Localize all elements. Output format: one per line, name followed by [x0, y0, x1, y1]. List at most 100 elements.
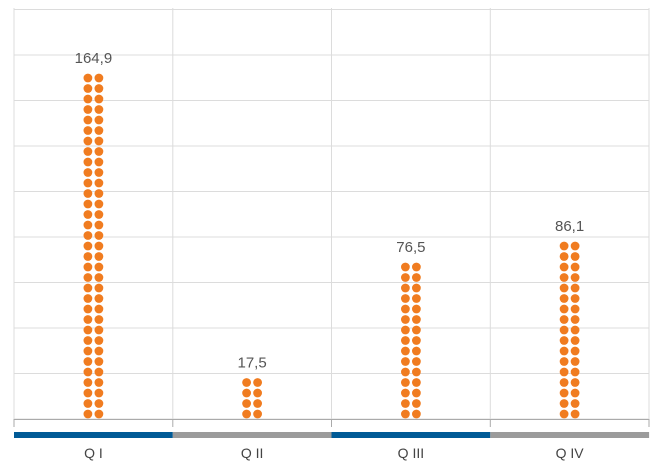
data-dot — [559, 399, 569, 408]
data-dot — [83, 231, 93, 240]
data-label: 164,9 — [75, 50, 113, 67]
data-dot — [253, 399, 262, 408]
data-dot — [412, 357, 421, 366]
data-dot — [559, 315, 569, 324]
category-band — [14, 432, 173, 438]
data-dot — [559, 294, 569, 303]
data-dot — [570, 294, 580, 303]
tick-label: Q III — [398, 445, 424, 461]
data-dot — [401, 273, 410, 282]
data-label: 17,5 — [237, 355, 266, 372]
data-dot — [242, 378, 252, 387]
data-dot — [83, 210, 93, 219]
category-band — [331, 432, 491, 438]
data-dot — [94, 252, 104, 261]
data-dot — [253, 409, 262, 419]
chart-grid — [13, 8, 650, 420]
data-dot — [94, 294, 104, 303]
data-dot — [559, 378, 569, 387]
data-dot — [570, 283, 580, 293]
data-label: 76,5 — [396, 239, 425, 256]
data-dot — [412, 409, 421, 419]
data-dot — [401, 262, 410, 272]
data-dot — [94, 357, 104, 366]
dot-column — [401, 262, 421, 419]
category-band — [490, 432, 650, 438]
data-dot — [83, 304, 93, 314]
data-dot — [83, 105, 93, 114]
data-dot — [94, 367, 104, 377]
data-dot — [570, 325, 580, 335]
data-dot — [94, 283, 104, 293]
data-dot — [83, 136, 93, 146]
data-dot — [401, 283, 410, 293]
data-dot — [94, 346, 104, 356]
data-dot — [401, 367, 410, 377]
data-dot — [570, 409, 580, 419]
data-dot — [412, 399, 421, 408]
data-dot — [94, 210, 104, 219]
data-dot — [83, 357, 93, 366]
data-dot — [83, 252, 93, 261]
data-dot — [412, 304, 421, 314]
data-dot — [83, 273, 93, 282]
data-dot — [94, 189, 104, 198]
data-dot — [401, 388, 410, 398]
data-dot — [559, 283, 569, 293]
data-dot — [570, 357, 580, 366]
data-dot — [94, 409, 104, 419]
data-dot — [242, 399, 252, 408]
data-dot — [83, 84, 93, 93]
data-dot — [94, 157, 104, 167]
data-label: 86,1 — [555, 218, 584, 235]
data-dot — [559, 388, 569, 398]
data-dot — [412, 283, 421, 293]
data-dot — [94, 325, 104, 335]
data-dot — [94, 220, 104, 230]
data-dot — [570, 336, 580, 345]
data-dot — [412, 388, 421, 398]
data-dot — [570, 241, 580, 251]
data-dot — [94, 73, 104, 83]
data-dot — [83, 388, 93, 398]
data-dot — [412, 378, 421, 387]
dot-column — [559, 241, 580, 419]
data-dot — [570, 388, 580, 398]
data-dot — [83, 241, 93, 251]
data-dot — [253, 388, 262, 398]
data-dot — [94, 399, 104, 408]
data-dot — [401, 378, 410, 387]
data-dot — [94, 273, 104, 282]
data-dot — [83, 378, 93, 387]
data-dot — [83, 325, 93, 335]
data-dot — [83, 346, 93, 356]
data-dot — [412, 273, 421, 282]
data-dot — [412, 325, 421, 335]
data-dot — [83, 399, 93, 408]
data-dot — [559, 304, 569, 314]
chart-bars — [83, 73, 580, 419]
dot-column — [83, 73, 104, 419]
data-dot — [401, 357, 410, 366]
data-dot — [83, 262, 93, 272]
data-dot — [83, 94, 93, 104]
data-dot — [83, 73, 93, 83]
data-dot — [559, 336, 569, 345]
data-dot — [401, 409, 410, 419]
data-dot — [570, 346, 580, 356]
data-dot — [401, 304, 410, 314]
data-dot — [559, 262, 569, 272]
data-dot — [83, 409, 93, 419]
data-dot — [94, 199, 104, 209]
data-dot — [570, 262, 580, 272]
data-dot — [412, 262, 421, 272]
data-dot — [83, 283, 93, 293]
data-dot — [559, 325, 569, 335]
data-dot — [83, 189, 93, 198]
data-dot — [412, 294, 421, 303]
data-dot — [83, 115, 93, 125]
data-dot — [94, 241, 104, 251]
data-dot — [94, 168, 104, 177]
data-dot — [94, 304, 104, 314]
tick-label: Q I — [84, 445, 103, 461]
